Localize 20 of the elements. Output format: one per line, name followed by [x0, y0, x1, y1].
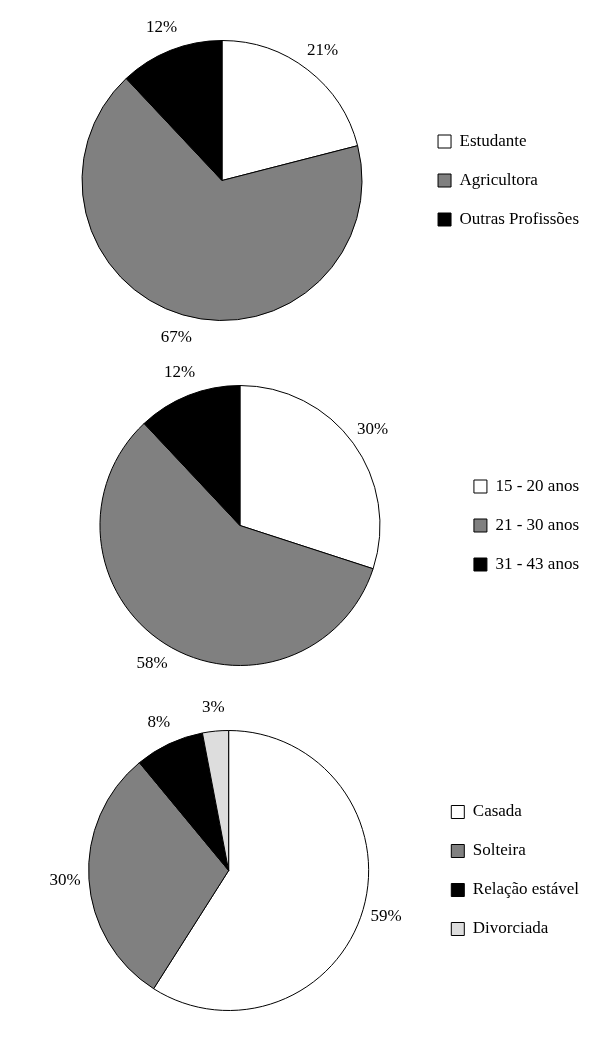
legend-label: Solteira — [472, 840, 527, 860]
data-label: 30% — [49, 870, 81, 890]
legend-label: Divorciada — [472, 918, 549, 938]
legend-label: 15 - 20 anos — [495, 475, 580, 495]
data-label: 12% — [146, 17, 178, 37]
data-label: 67% — [160, 327, 192, 347]
data-label: 58% — [136, 653, 168, 673]
data-label: 3% — [201, 696, 225, 716]
legend-label: Estudante — [459, 130, 527, 150]
legend-label: Relação estável — [472, 879, 580, 899]
data-label: 8% — [147, 711, 171, 731]
data-label: 21% — [306, 40, 339, 60]
legend-label: Casada — [472, 801, 523, 821]
data-label: 59% — [370, 905, 402, 925]
legend-label: Outras Profissões — [459, 208, 579, 228]
legend-label: 21 - 30 anos — [495, 514, 580, 534]
data-label: 30% — [357, 418, 389, 438]
legend-label: 31 - 43 anos — [495, 553, 580, 573]
legend-label: Agricultora — [459, 169, 539, 189]
data-label: 12% — [164, 362, 196, 382]
